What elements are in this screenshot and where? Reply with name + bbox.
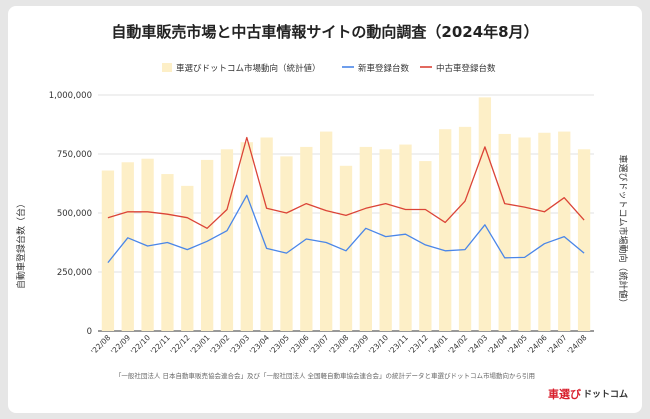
legend-swatch-bars bbox=[162, 63, 172, 72]
bar bbox=[220, 149, 234, 331]
bar bbox=[240, 142, 253, 331]
logo-text-red: 車選び bbox=[548, 387, 582, 401]
bar bbox=[478, 97, 492, 331]
x-tick-label: '22/10 bbox=[129, 333, 152, 356]
y-axis-label: 自動車登録台数（台） bbox=[15, 199, 27, 289]
chart-title: 自動車販売市場と中古車情報サイトの動向調査（2024年8月） bbox=[111, 23, 538, 41]
x-tick-label: '24/06 bbox=[526, 333, 549, 356]
legend-label-new: 新車登録台数 bbox=[358, 63, 410, 74]
x-tick-label: '22/09 bbox=[109, 333, 132, 356]
y-tick-label: 250,000 bbox=[57, 268, 92, 278]
bar bbox=[161, 174, 174, 331]
x-tick-label: '23/08 bbox=[327, 333, 350, 356]
x-tick-label: '24/03 bbox=[466, 333, 489, 356]
x-tick-label: '23/11 bbox=[387, 333, 410, 356]
chart-svg: 自動車販売市場と中古車情報サイトの動向調査（2024年8月） 車選びドットコム市… bbox=[15, 23, 629, 401]
x-tick-label: '23/12 bbox=[407, 333, 430, 356]
source-footnote: 「一般社団法人 日本自動車販売協会連合会」及び「一般社団法人 全国軽自動車協会連… bbox=[115, 371, 535, 380]
x-tick-label: '23/04 bbox=[248, 333, 271, 356]
x-tick-label: '24/08 bbox=[565, 333, 588, 356]
bar bbox=[458, 126, 472, 331]
legend-label-used: 中古車登録台数 bbox=[436, 63, 496, 74]
bar bbox=[558, 131, 571, 331]
x-tick-label: '24/05 bbox=[506, 333, 529, 356]
series-line-1 bbox=[107, 194, 585, 264]
bar bbox=[280, 156, 293, 331]
bar bbox=[439, 129, 452, 331]
x-tick-label: '22/11 bbox=[149, 333, 172, 356]
x-tick-label: '24/07 bbox=[546, 333, 569, 356]
legend-label-bars: 車選びドットコム市場動向（統計値） bbox=[176, 63, 321, 74]
bar bbox=[518, 137, 531, 331]
bar bbox=[419, 161, 432, 331]
logo-text-dark: ドットコム bbox=[583, 389, 628, 400]
x-tick-label: '23/07 bbox=[307, 333, 330, 356]
y2-axis-label: 車選びドットコム市場動向（統計値） bbox=[617, 154, 629, 307]
x-tick-label: '23/09 bbox=[347, 333, 370, 356]
y-tick-label: 1,000,000 bbox=[49, 91, 92, 101]
bar-series bbox=[101, 97, 591, 331]
y-tick-label: 0 bbox=[87, 327, 92, 337]
x-tick-label: '24/01 bbox=[427, 333, 450, 356]
y-tick-label: 750,000 bbox=[57, 150, 92, 160]
legend: 車選びドットコム市場動向（統計値） 新車登録台数 中古車登録台数 bbox=[162, 63, 496, 74]
bar bbox=[498, 133, 511, 331]
y-tick-label: 500,000 bbox=[57, 209, 92, 219]
bar bbox=[200, 159, 214, 331]
bar bbox=[379, 149, 392, 331]
y-axis-ticks: 0 250,000 500,000 750,000 1,000,000 bbox=[49, 91, 92, 337]
bar bbox=[181, 185, 194, 331]
bar bbox=[339, 165, 353, 331]
x-tick-label: '22/12 bbox=[169, 333, 192, 356]
x-tick-label: '24/02 bbox=[446, 333, 469, 356]
bar bbox=[141, 158, 154, 331]
bar bbox=[577, 149, 591, 331]
bar bbox=[538, 132, 551, 331]
x-tick-label: '23/01 bbox=[188, 333, 211, 356]
bar bbox=[320, 131, 333, 331]
x-tick-label: '23/05 bbox=[268, 333, 291, 356]
bar bbox=[121, 162, 134, 331]
brand-logo: 車選び ドットコム bbox=[548, 387, 628, 401]
x-axis-ticks: '22/08'22/09'22/10'22/11'22/12'23/01'23/… bbox=[89, 333, 588, 356]
x-tick-label: '24/04 bbox=[486, 333, 509, 356]
x-tick-label: '22/08 bbox=[89, 333, 112, 356]
bar bbox=[399, 144, 412, 331]
line-series bbox=[107, 136, 585, 264]
x-tick-label: '23/03 bbox=[228, 333, 251, 356]
chart-card: 自動車販売市場と中古車情報サイトの動向調査（2024年8月） 車選びドットコム市… bbox=[8, 6, 642, 413]
bar bbox=[260, 137, 273, 331]
x-tick-label: '23/06 bbox=[288, 333, 311, 356]
bar bbox=[359, 146, 372, 331]
x-tick-label: '23/02 bbox=[208, 333, 231, 356]
x-tick-label: '23/10 bbox=[367, 333, 390, 356]
bar bbox=[101, 170, 115, 331]
series-line-2 bbox=[107, 136, 585, 229]
